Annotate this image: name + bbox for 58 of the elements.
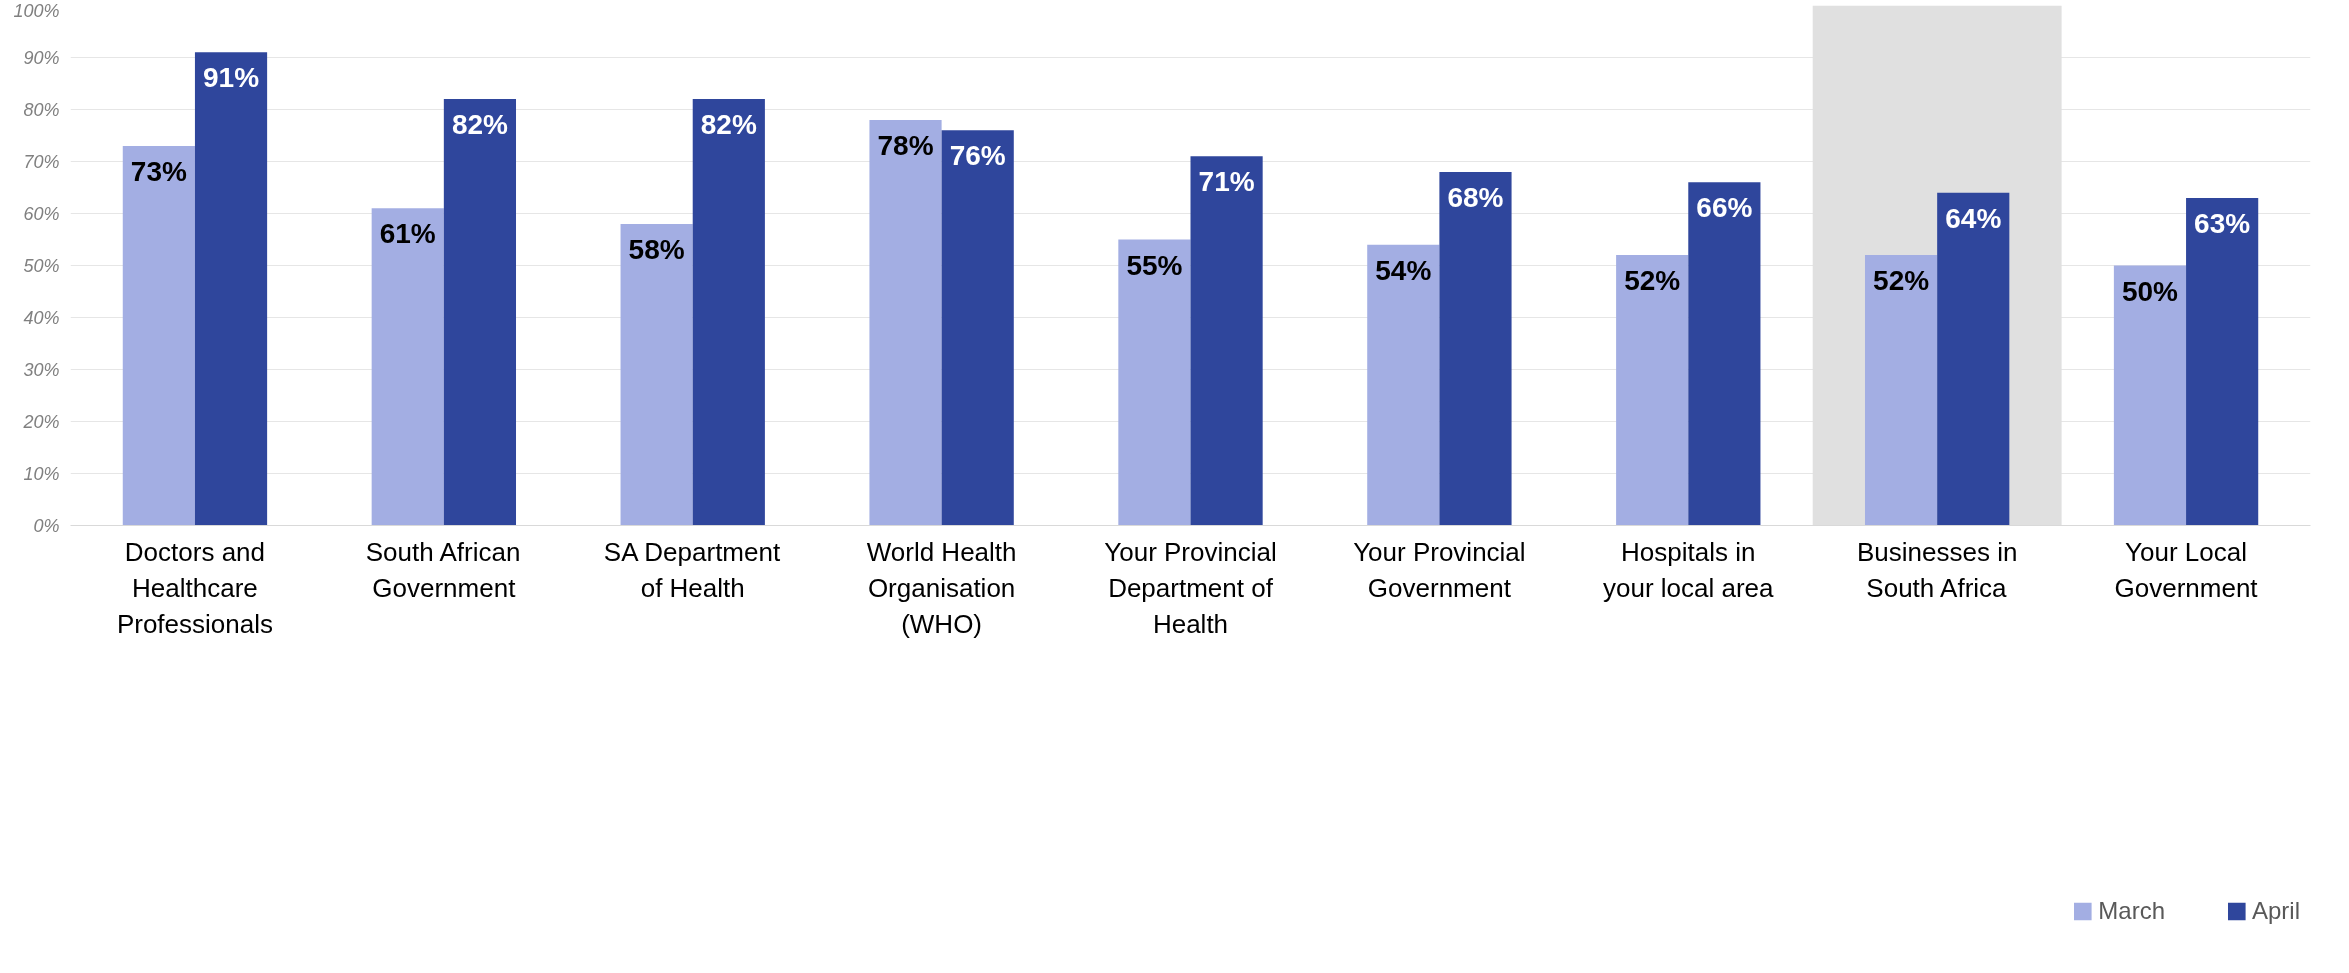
x-tick-label: Your Local Government xyxy=(2114,536,2259,603)
y-tick-label: 70% xyxy=(23,151,60,172)
bar xyxy=(1118,239,1191,526)
data-label: 64% xyxy=(1945,202,2002,234)
data-label: 82% xyxy=(451,109,509,141)
bar xyxy=(443,99,517,526)
x-tick-label: South African Government xyxy=(365,536,521,603)
y-tick-label: 10% xyxy=(23,463,60,484)
data-label: 55% xyxy=(1126,249,1183,281)
data-label: 66% xyxy=(1696,192,1753,224)
y-tick-label: 20% xyxy=(22,411,60,432)
data-label: 54% xyxy=(1375,254,1432,286)
bar xyxy=(941,130,1014,526)
data-label: 91% xyxy=(203,62,260,94)
data-label: 52% xyxy=(1873,265,1930,297)
bar xyxy=(122,145,195,526)
y-tick-label: 50% xyxy=(23,255,60,276)
bar xyxy=(1190,156,1263,526)
data-label: 71% xyxy=(1198,166,1255,198)
y-tick-label: 30% xyxy=(23,359,60,380)
data-label: 52% xyxy=(1624,265,1681,297)
x-tick-label: Hospitals in your local area xyxy=(1603,536,1775,603)
x-tick-label: Businesses in South Africa xyxy=(1856,536,2018,603)
data-label: 73% xyxy=(130,155,187,187)
y-tick-label: 90% xyxy=(23,47,60,68)
data-label: 82% xyxy=(700,109,757,141)
bar xyxy=(194,52,268,526)
x-tick-label: Your Provincial Government xyxy=(1353,536,1526,603)
bar xyxy=(371,208,444,526)
legend-label: April xyxy=(2251,897,2300,925)
bar xyxy=(2113,265,2187,526)
data-label: 58% xyxy=(628,233,685,265)
bar xyxy=(1616,255,1689,526)
x-tick-label: SA Department of Health xyxy=(603,536,781,603)
bar xyxy=(1367,244,1440,526)
bar xyxy=(2186,197,2259,526)
bar xyxy=(1439,171,1512,526)
legend-label: March xyxy=(2098,897,2165,925)
x-tick-label: Doctors and Healthcare Professionals xyxy=(116,536,273,639)
data-label: 50% xyxy=(2121,275,2179,307)
y-tick-label: 60% xyxy=(23,203,60,224)
bar xyxy=(1864,255,1938,526)
bar xyxy=(869,119,942,526)
y-tick-label: 80% xyxy=(23,99,60,120)
bar xyxy=(1688,182,1761,526)
data-label: 63% xyxy=(2194,207,2251,239)
x-tick-label: Your Provincial Department of Health xyxy=(1104,536,1277,639)
data-label: 68% xyxy=(1447,181,1504,213)
data-label: 76% xyxy=(949,140,1006,172)
y-tick-label: 40% xyxy=(23,307,60,328)
x-tick-label: World Health Organisation (WHO) xyxy=(866,536,1017,639)
y-tick-label: 0% xyxy=(33,515,60,536)
bar xyxy=(1937,192,2010,526)
bar xyxy=(620,223,693,526)
bar xyxy=(692,99,765,526)
data-label: 78% xyxy=(877,129,934,161)
data-label: 61% xyxy=(379,218,436,250)
y-tick-label: 100% xyxy=(13,0,60,21)
